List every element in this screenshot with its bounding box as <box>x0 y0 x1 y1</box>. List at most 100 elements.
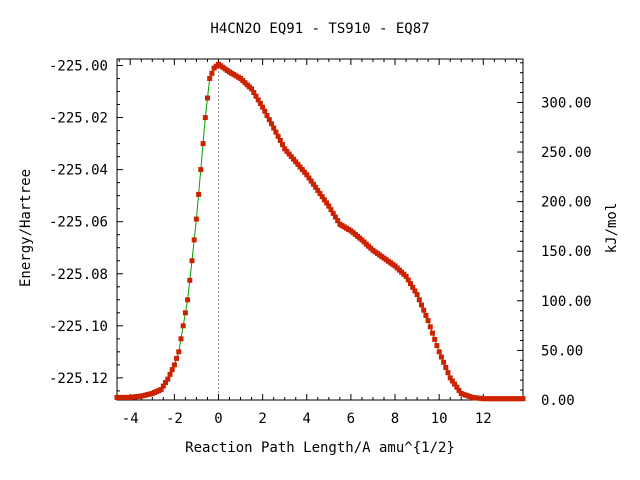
data-point <box>205 95 210 101</box>
data-point <box>264 113 270 118</box>
data-point <box>441 359 447 365</box>
data-point <box>171 362 177 368</box>
series-line <box>117 63 523 400</box>
x-tick-label: 12 <box>475 411 492 427</box>
data-point <box>335 218 341 224</box>
data-point <box>167 371 173 377</box>
data-point <box>200 141 206 147</box>
data-point <box>304 172 310 178</box>
series-points <box>114 61 526 402</box>
data-point <box>410 284 416 290</box>
data-point <box>191 237 197 243</box>
data-point <box>266 117 272 123</box>
data-point <box>122 394 128 400</box>
chart-title: H4CN2O EQ91 - TS910 - EQ87 <box>210 21 429 37</box>
y2-axis-label: kJ/mol <box>604 203 620 254</box>
data-point <box>295 161 301 167</box>
data-point <box>160 383 166 389</box>
data-point <box>163 380 168 386</box>
data-point <box>306 175 312 181</box>
data-point <box>286 151 292 157</box>
plot-area <box>116 58 524 401</box>
y-tick-label: -225.12 <box>49 371 108 387</box>
data-point <box>180 323 186 329</box>
data-point <box>434 343 440 349</box>
data-point <box>319 194 325 200</box>
data-point <box>328 207 334 213</box>
x-axis-label: Reaction Path Length/A amu^{1/2} <box>185 440 455 456</box>
data-point <box>271 125 277 131</box>
data-point <box>412 288 418 294</box>
data-point <box>125 394 131 400</box>
data-point <box>432 336 438 342</box>
data-point <box>280 142 285 148</box>
y2-tick-label: 0.00 <box>541 393 575 409</box>
y-tick-label: -225.02 <box>49 111 108 127</box>
y-tick-label: -225.00 <box>49 59 108 75</box>
data-point <box>293 159 299 165</box>
data-point <box>403 273 409 279</box>
data-point <box>178 336 184 342</box>
data-point <box>282 146 288 152</box>
x-axis: -4 -2 0 2 4 6 8 10 12 <box>118 59 517 427</box>
data-point <box>512 396 518 402</box>
data-point <box>297 164 303 170</box>
data-point <box>251 90 257 96</box>
y-tick-label: -225.08 <box>49 267 108 283</box>
y2-tick-label: 50.00 <box>541 343 583 359</box>
data-point <box>416 297 422 303</box>
data-point <box>114 394 120 400</box>
data-point <box>187 277 193 283</box>
data-point <box>257 101 263 106</box>
data-point <box>520 396 526 402</box>
y-tick-label: -225.06 <box>49 215 108 231</box>
data-point <box>421 307 427 313</box>
data-point <box>117 394 123 400</box>
data-point <box>454 384 460 390</box>
y-tick-label: -225.04 <box>49 163 108 179</box>
data-point <box>332 214 338 220</box>
data-point <box>449 378 455 384</box>
data-point <box>330 210 336 216</box>
x-tick-label: -2 <box>166 411 183 427</box>
y-axis-left: -225.00 -225.02 -225.04 -225.06 -225.08 -225.… <box>49 59 123 392</box>
data-point <box>119 394 125 400</box>
data-point <box>284 148 290 154</box>
data-point <box>288 154 294 160</box>
data-point <box>176 349 182 355</box>
data-point <box>182 310 188 316</box>
data-point <box>313 184 319 190</box>
data-point <box>165 376 171 382</box>
data-point <box>209 70 215 76</box>
data-point <box>436 349 442 355</box>
data-point <box>275 133 281 139</box>
data-point <box>198 167 204 173</box>
data-point <box>425 318 431 324</box>
data-point <box>324 200 330 206</box>
data-point <box>193 216 199 222</box>
data-point <box>315 188 321 193</box>
data-point <box>255 97 261 103</box>
data-point <box>414 292 420 298</box>
x-tick-label: -4 <box>122 411 139 427</box>
data-point <box>438 354 444 360</box>
data-point <box>430 330 435 336</box>
y-axis-right: 0.00 50.00 100.00 150.00 200.00 250.00 300.00 <box>517 62 592 409</box>
data-point <box>452 381 458 387</box>
x-tick-label: 6 <box>347 411 355 427</box>
data-point <box>423 312 429 318</box>
data-point <box>185 297 191 303</box>
data-point <box>321 197 327 203</box>
plot-border <box>116 58 524 401</box>
x-tick-label: 4 <box>303 411 311 427</box>
data-point <box>273 129 279 135</box>
data-point <box>169 367 175 373</box>
y2-tick-label: 100.00 <box>541 294 592 310</box>
data-point <box>202 115 208 121</box>
data-point <box>445 370 451 376</box>
data-point <box>317 191 323 197</box>
data-point <box>299 167 305 173</box>
data-point <box>310 181 316 187</box>
data-point <box>419 302 424 308</box>
